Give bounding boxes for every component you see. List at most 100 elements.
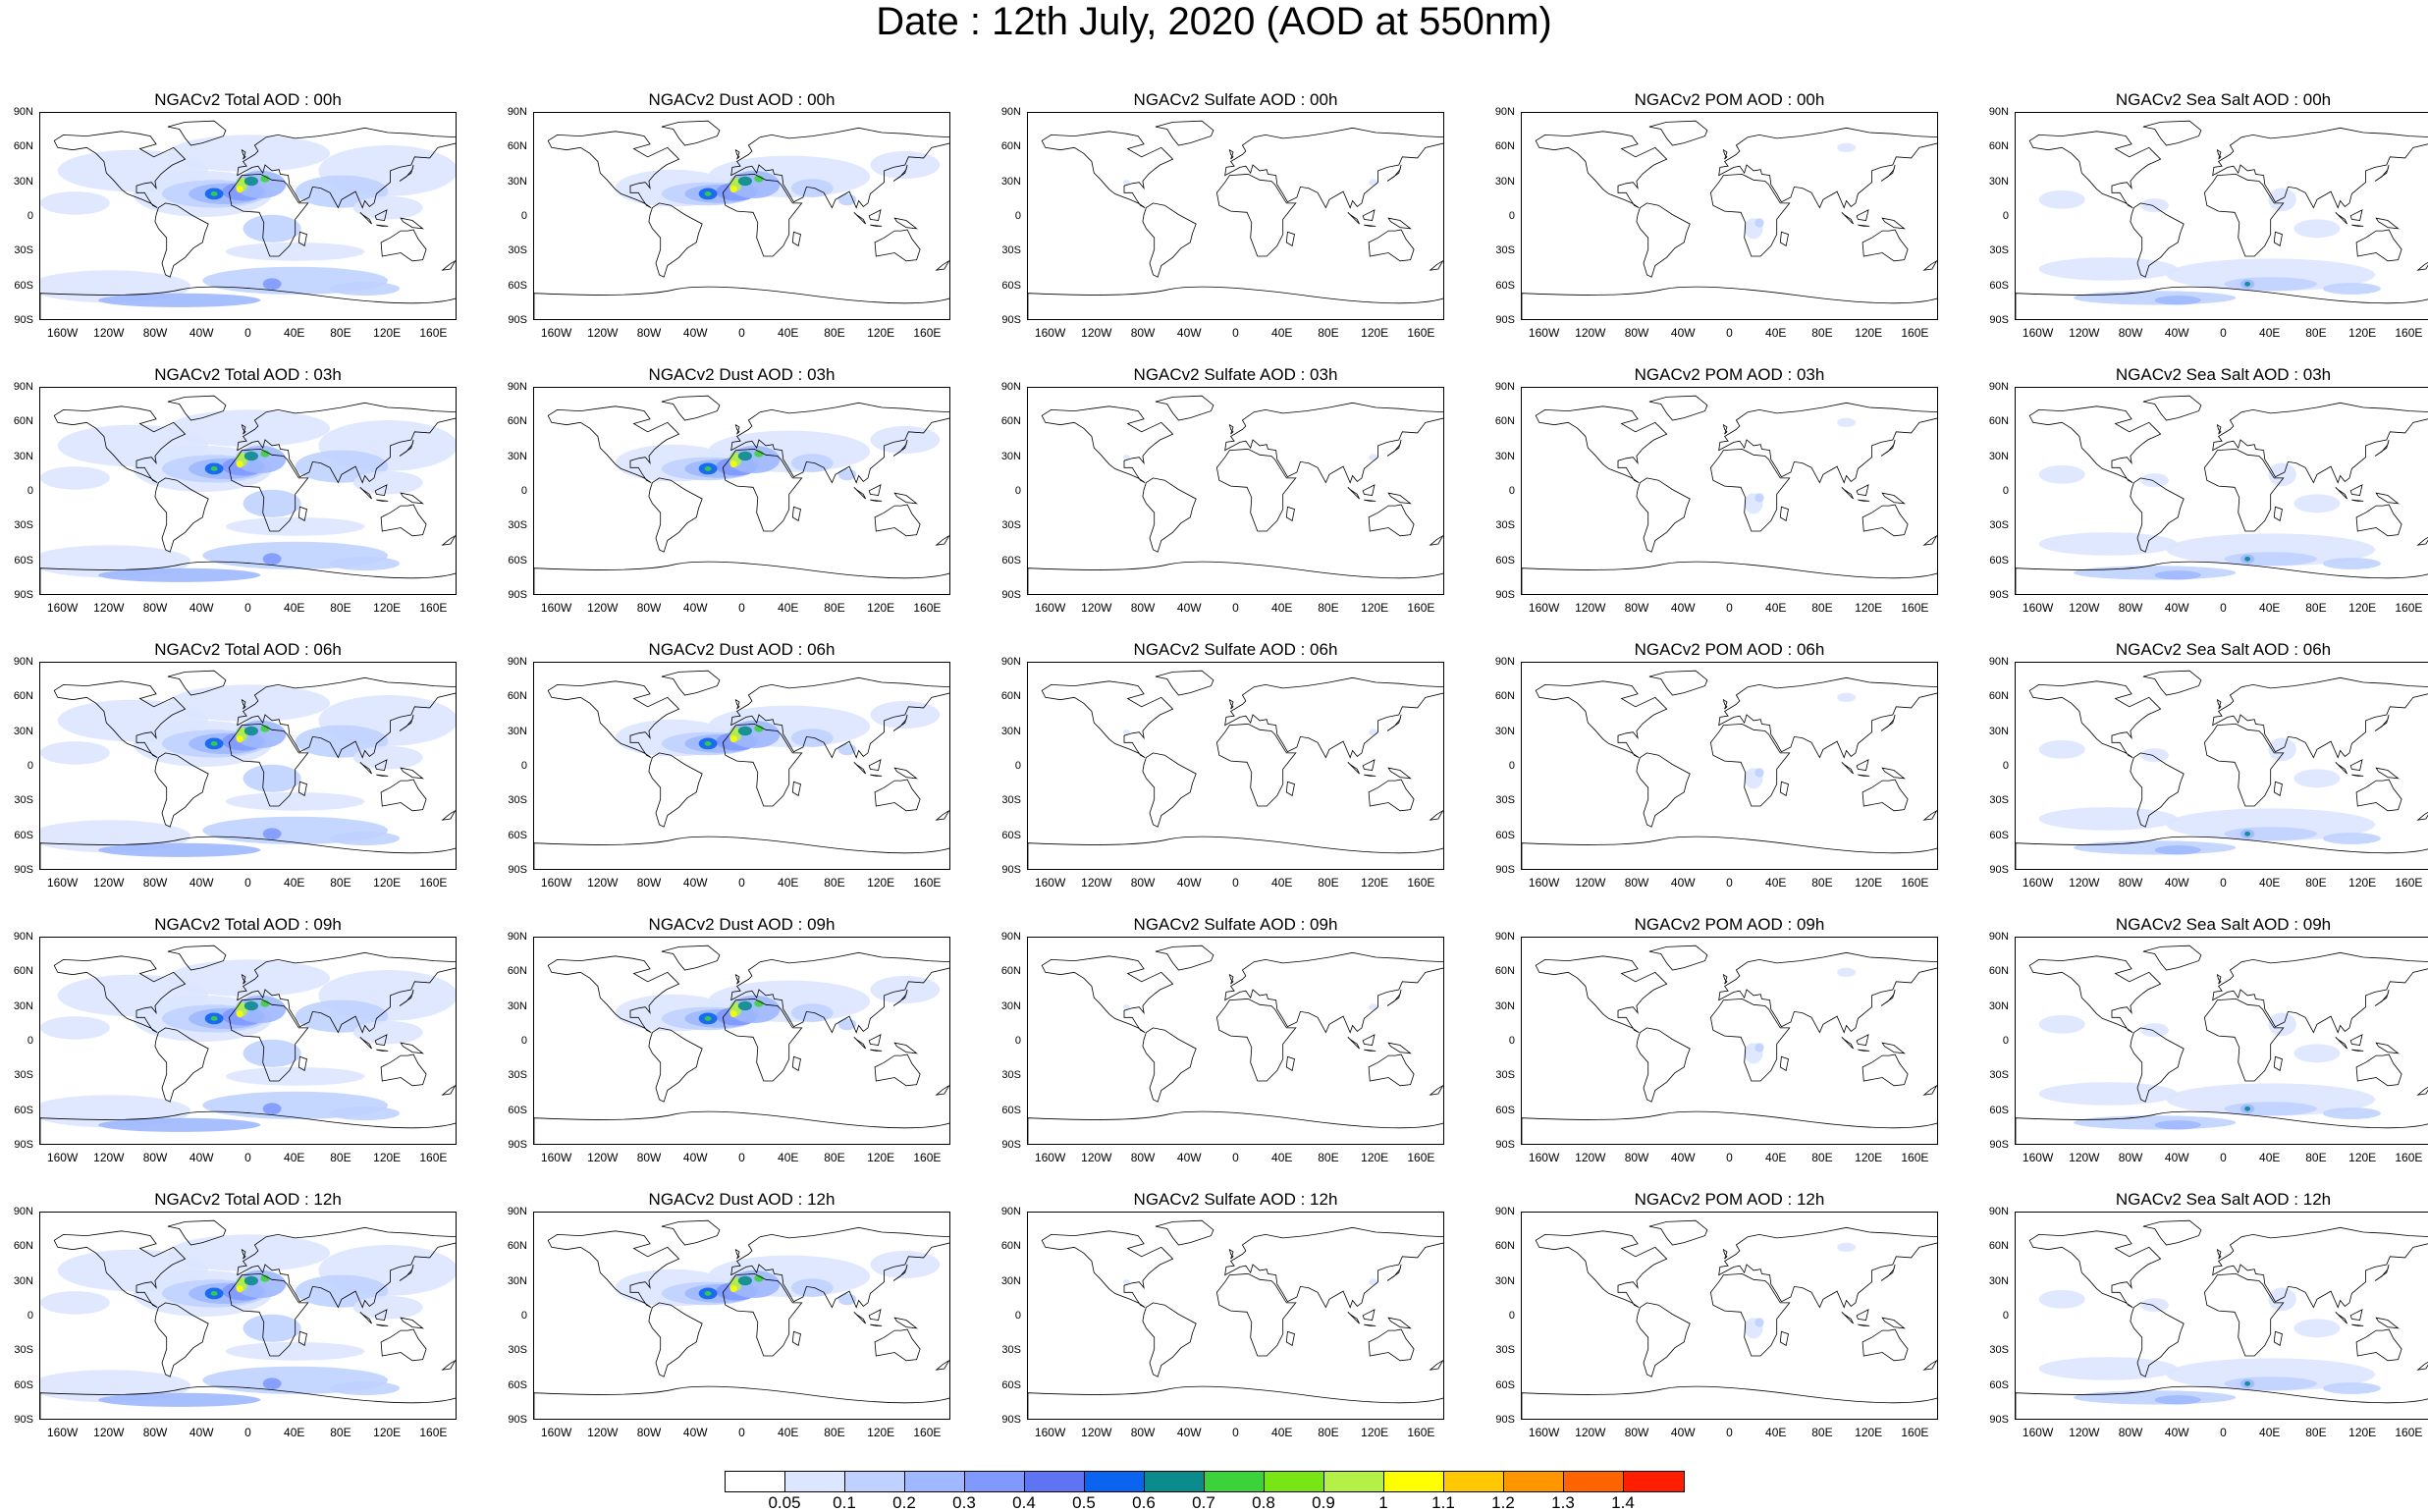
latitude-label: 90S — [1495, 864, 1515, 876]
coastline — [935, 810, 949, 821]
longitude-label: 40W — [189, 876, 214, 890]
coastline — [870, 224, 883, 227]
longitude-label: 120E — [1855, 326, 1883, 340]
latitude-label: 60S — [1001, 1378, 1021, 1391]
latitude-label: 90S — [1495, 1139, 1515, 1151]
colorbar-tick-label: 0.9 — [1312, 1493, 1335, 1512]
aod-field — [1837, 142, 1856, 152]
aod-field — [2166, 808, 2375, 841]
coastline — [241, 1248, 246, 1260]
aod-field — [167, 684, 331, 722]
coastline — [1880, 164, 1896, 182]
colorbar-tick-label: 0.05 — [768, 1493, 801, 1512]
latitude-label: 0 — [2002, 485, 2009, 497]
coastline — [2273, 231, 2283, 247]
coastline — [1881, 767, 1906, 780]
coastline — [2355, 1328, 2402, 1362]
coastline — [1041, 1230, 1174, 1308]
world-map — [533, 937, 950, 1145]
coastline — [2375, 217, 2400, 230]
longitude-label: 40W — [1176, 326, 1202, 340]
longitude-label: 80W — [2118, 326, 2143, 340]
longitude-label: 160E — [419, 876, 448, 890]
longitude-label: 0 — [1232, 326, 1239, 340]
aod-field — [243, 1275, 258, 1286]
coastline — [53, 405, 187, 483]
aod-field — [2140, 473, 2169, 488]
world-map — [533, 662, 950, 870]
colorbar-box — [1564, 1472, 1624, 1491]
colorbar-box — [726, 1472, 785, 1491]
coastline — [1142, 477, 1197, 553]
aod-field — [737, 176, 752, 187]
longitude-label: 80W — [636, 876, 662, 890]
latitude-label: 60N — [13, 140, 33, 153]
longitude-label: 0 — [244, 1426, 251, 1439]
aod-field — [2154, 1395, 2201, 1405]
coastline — [1648, 945, 1708, 971]
coastline — [853, 762, 866, 775]
coastline — [1142, 752, 1197, 828]
world-map — [2015, 387, 2428, 595]
longitude-label: 160E — [1901, 326, 1929, 340]
coastline — [1364, 1323, 1376, 1326]
world-map — [1521, 1212, 1938, 1420]
colorbar — [725, 1471, 1685, 1492]
longitude-label: 0 — [2220, 326, 2227, 340]
colorbar-tick-label: 0.8 — [1252, 1493, 1275, 1512]
aod-field — [737, 1275, 752, 1286]
panel-title: NGACv2 Sea Salt AOD : 03h — [2115, 365, 2332, 384]
aod-field — [2244, 1106, 2251, 1111]
panel-title: NGACv2 Dust AOD : 00h — [648, 90, 836, 109]
colorbar-tick-label: 1.2 — [1491, 1493, 1515, 1512]
longitude-label: 40W — [189, 1426, 214, 1439]
map-panel: NGACv2 Total AOD : 12h 90N 60N 30N 0 30S 60S 90… — [0, 1190, 491, 1465]
coastline — [1364, 1049, 1376, 1052]
colorbar-box — [1324, 1472, 1384, 1491]
latitude-label: 90N — [507, 656, 527, 668]
coastline — [892, 1264, 908, 1281]
coastline — [1709, 998, 1791, 1082]
aod-field — [40, 741, 110, 765]
coastline — [2028, 405, 2162, 483]
aod-field — [236, 1010, 243, 1018]
antarctica-coastline — [1028, 561, 1443, 594]
coastline — [1224, 402, 1443, 484]
latitude-label: 30N — [1000, 450, 1021, 462]
longitude-label: 80E — [2305, 876, 2327, 890]
map-panel: NGACv2 Sulfate AOD : 12h 90N 60N 30N 0 30S 60S… — [988, 1190, 1479, 1465]
coastline — [1368, 504, 1415, 537]
coastline — [1861, 1328, 1909, 1362]
longitude-label: 80E — [2305, 601, 2327, 615]
latitude-label: 90S — [14, 1139, 33, 1151]
longitude-label: 0 — [2220, 1426, 2227, 1439]
longitude-label: 40E — [778, 1151, 799, 1164]
antarctica-coastline — [1028, 1110, 1443, 1144]
aod-field — [243, 1314, 301, 1342]
coastline — [167, 120, 227, 146]
world-map — [39, 112, 457, 320]
latitude-label: 90N — [13, 931, 33, 943]
longitude-label: 120W — [93, 1151, 125, 1164]
coastline — [1858, 774, 1870, 777]
coastline — [547, 955, 680, 1033]
latitude-label: 0 — [1508, 1035, 1515, 1047]
aod-field — [2154, 1120, 2201, 1130]
coastline — [2203, 998, 2285, 1082]
colorbar-tick-label: 1 — [1378, 1493, 1388, 1512]
longitude-label: 120E — [373, 1426, 402, 1439]
colorbar-box — [905, 1472, 965, 1491]
coastline — [1364, 224, 1376, 227]
aod-field — [2268, 737, 2296, 762]
coastline — [868, 759, 882, 771]
aod-field — [225, 1066, 365, 1086]
aod-field — [704, 741, 712, 746]
colorbar-box — [785, 1472, 845, 1491]
antarctica-coastline — [40, 561, 456, 594]
antarctica-coastline — [534, 1385, 949, 1419]
aod-field — [2038, 1014, 2085, 1034]
aod-field — [2140, 1023, 2169, 1038]
latitude-label: 90S — [14, 864, 33, 876]
aod-field — [2268, 1287, 2296, 1312]
panel-title: NGACv2 Total AOD : 03h — [154, 365, 342, 384]
